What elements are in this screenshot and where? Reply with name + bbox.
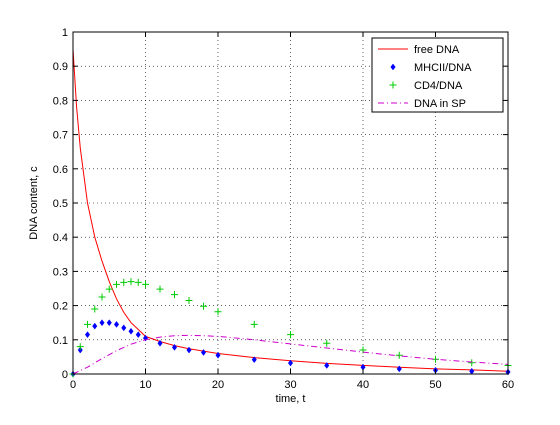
legend-entry-cd4-dna: CD4/DNA: [389, 80, 463, 92]
y-tick-label: 1: [62, 27, 68, 39]
data-point-mhcii-dna: [92, 322, 98, 330]
data-point-cd4-dna: [113, 280, 120, 288]
y-tick-label: 0.3: [53, 266, 68, 278]
data-point-cd4-dna: [395, 351, 403, 359]
data-point-mhcii-dna: [186, 346, 192, 354]
data-point-cd4-dna: [156, 285, 164, 293]
ticks: 0 10 20 30 40 50 60 0 0.1 0.2 0.3 0.4 0.5 0.6 0.7 0.8 0.…: [53, 27, 514, 391]
legend-box: [371, 37, 504, 113]
data-point-mhcii-dna: [99, 319, 105, 327]
y-tick-label: 0: [62, 369, 68, 381]
data-point-cd4-dna: [323, 339, 331, 347]
y-tick-label: 0.9: [53, 61, 68, 73]
y-tick-label: 0.4: [53, 232, 68, 244]
data-point-cd4-dna: [468, 359, 476, 367]
data-point-cd4-dna: [84, 320, 91, 328]
x-tick-label: 60: [502, 379, 514, 391]
data-point-mhcii-dna: [200, 349, 207, 356]
data-point-cd4-dna: [105, 285, 113, 293]
data-point-cd4-dna: [214, 308, 222, 316]
x-axis-label: time, t: [276, 393, 306, 405]
data-point-cd4-dna: [171, 291, 178, 299]
data-point-mhcii-dna: [84, 331, 91, 339]
legend-label-mhcii-dna: MHCII/DNA: [414, 62, 472, 74]
data-point-mhcii-dna: [251, 356, 257, 364]
y-tick-label: 0.6: [53, 164, 68, 176]
legend-label-cd4-dna: CD4/DNA: [414, 80, 463, 92]
grid: [73, 32, 508, 374]
y-axis-label: DNA content, c: [28, 166, 40, 240]
data-point-cd4-dna: [250, 320, 258, 328]
x-tick-label: 20: [212, 379, 224, 391]
legend-symbol-cd4-dna: [389, 81, 397, 89]
data-point-cd4-dna: [185, 296, 193, 304]
data-point-mhcii-dna: [121, 324, 127, 332]
legend-entry-dna-in-sp: DNA in SP: [378, 98, 466, 110]
series-layer: [69, 49, 512, 378]
data-point-mhcii-dna: [128, 327, 134, 335]
data-point-mhcii-dna: [157, 339, 163, 347]
data-point-mhcii-dna: [106, 319, 112, 327]
y-tick-label: 0.8: [53, 95, 68, 107]
series-line-dna-in-sp: [72, 334, 509, 375]
legend-marker-mhcii-dna: [390, 63, 396, 71]
x-tick-label: 30: [284, 379, 296, 391]
data-point-cd4-dna: [200, 302, 207, 310]
y-tick-label: 0.7: [53, 130, 68, 142]
legend-label-dna-in-sp: DNA in SP: [414, 98, 466, 110]
y-tick-label: 0.2: [53, 301, 68, 313]
data-point-cd4-dna: [142, 280, 149, 288]
legend-label-free-dna: free DNA: [414, 44, 460, 56]
data-point-cd4-dna: [127, 278, 135, 286]
data-point-cd4-dna: [98, 293, 106, 301]
data-point-mhcii-dna: [113, 320, 120, 328]
x-tick-label: 10: [139, 379, 151, 391]
data-point-cd4-dna: [120, 278, 128, 286]
series-dna-in-sp: [72, 334, 509, 375]
legend-entry-free-dna: free DNA: [378, 44, 460, 56]
legend: free DNA MHCII/DNA CD4/DNA DNA in SP: [371, 37, 504, 113]
x-tick-label: 0: [70, 379, 76, 391]
data-point-mhcii-dna: [171, 343, 178, 351]
x-tick-label: 40: [357, 379, 369, 391]
data-point-mhcii-dna: [135, 331, 141, 339]
y-tick-label: 0.5: [53, 198, 68, 210]
legend-entry-mhcii-dna: MHCII/DNA: [390, 62, 472, 74]
data-point-mhcii-dna: [287, 359, 294, 367]
data-point-mhcii-dna: [215, 351, 221, 359]
data-point-mhcii-dna: [396, 365, 402, 373]
data-point-cd4-dna: [76, 343, 84, 351]
data-point-cd4-dna: [91, 305, 99, 313]
legend-symbol-mhcii-dna: [390, 63, 396, 71]
data-point-mhcii-dna: [324, 362, 330, 369]
x-tick-label: 50: [429, 379, 441, 391]
data-point-cd4-dna: [134, 278, 142, 286]
y-tick-label: 0.1: [53, 335, 68, 347]
data-point-cd4-dna: [287, 331, 294, 339]
legend-marker-cd4-dna: [389, 81, 397, 89]
